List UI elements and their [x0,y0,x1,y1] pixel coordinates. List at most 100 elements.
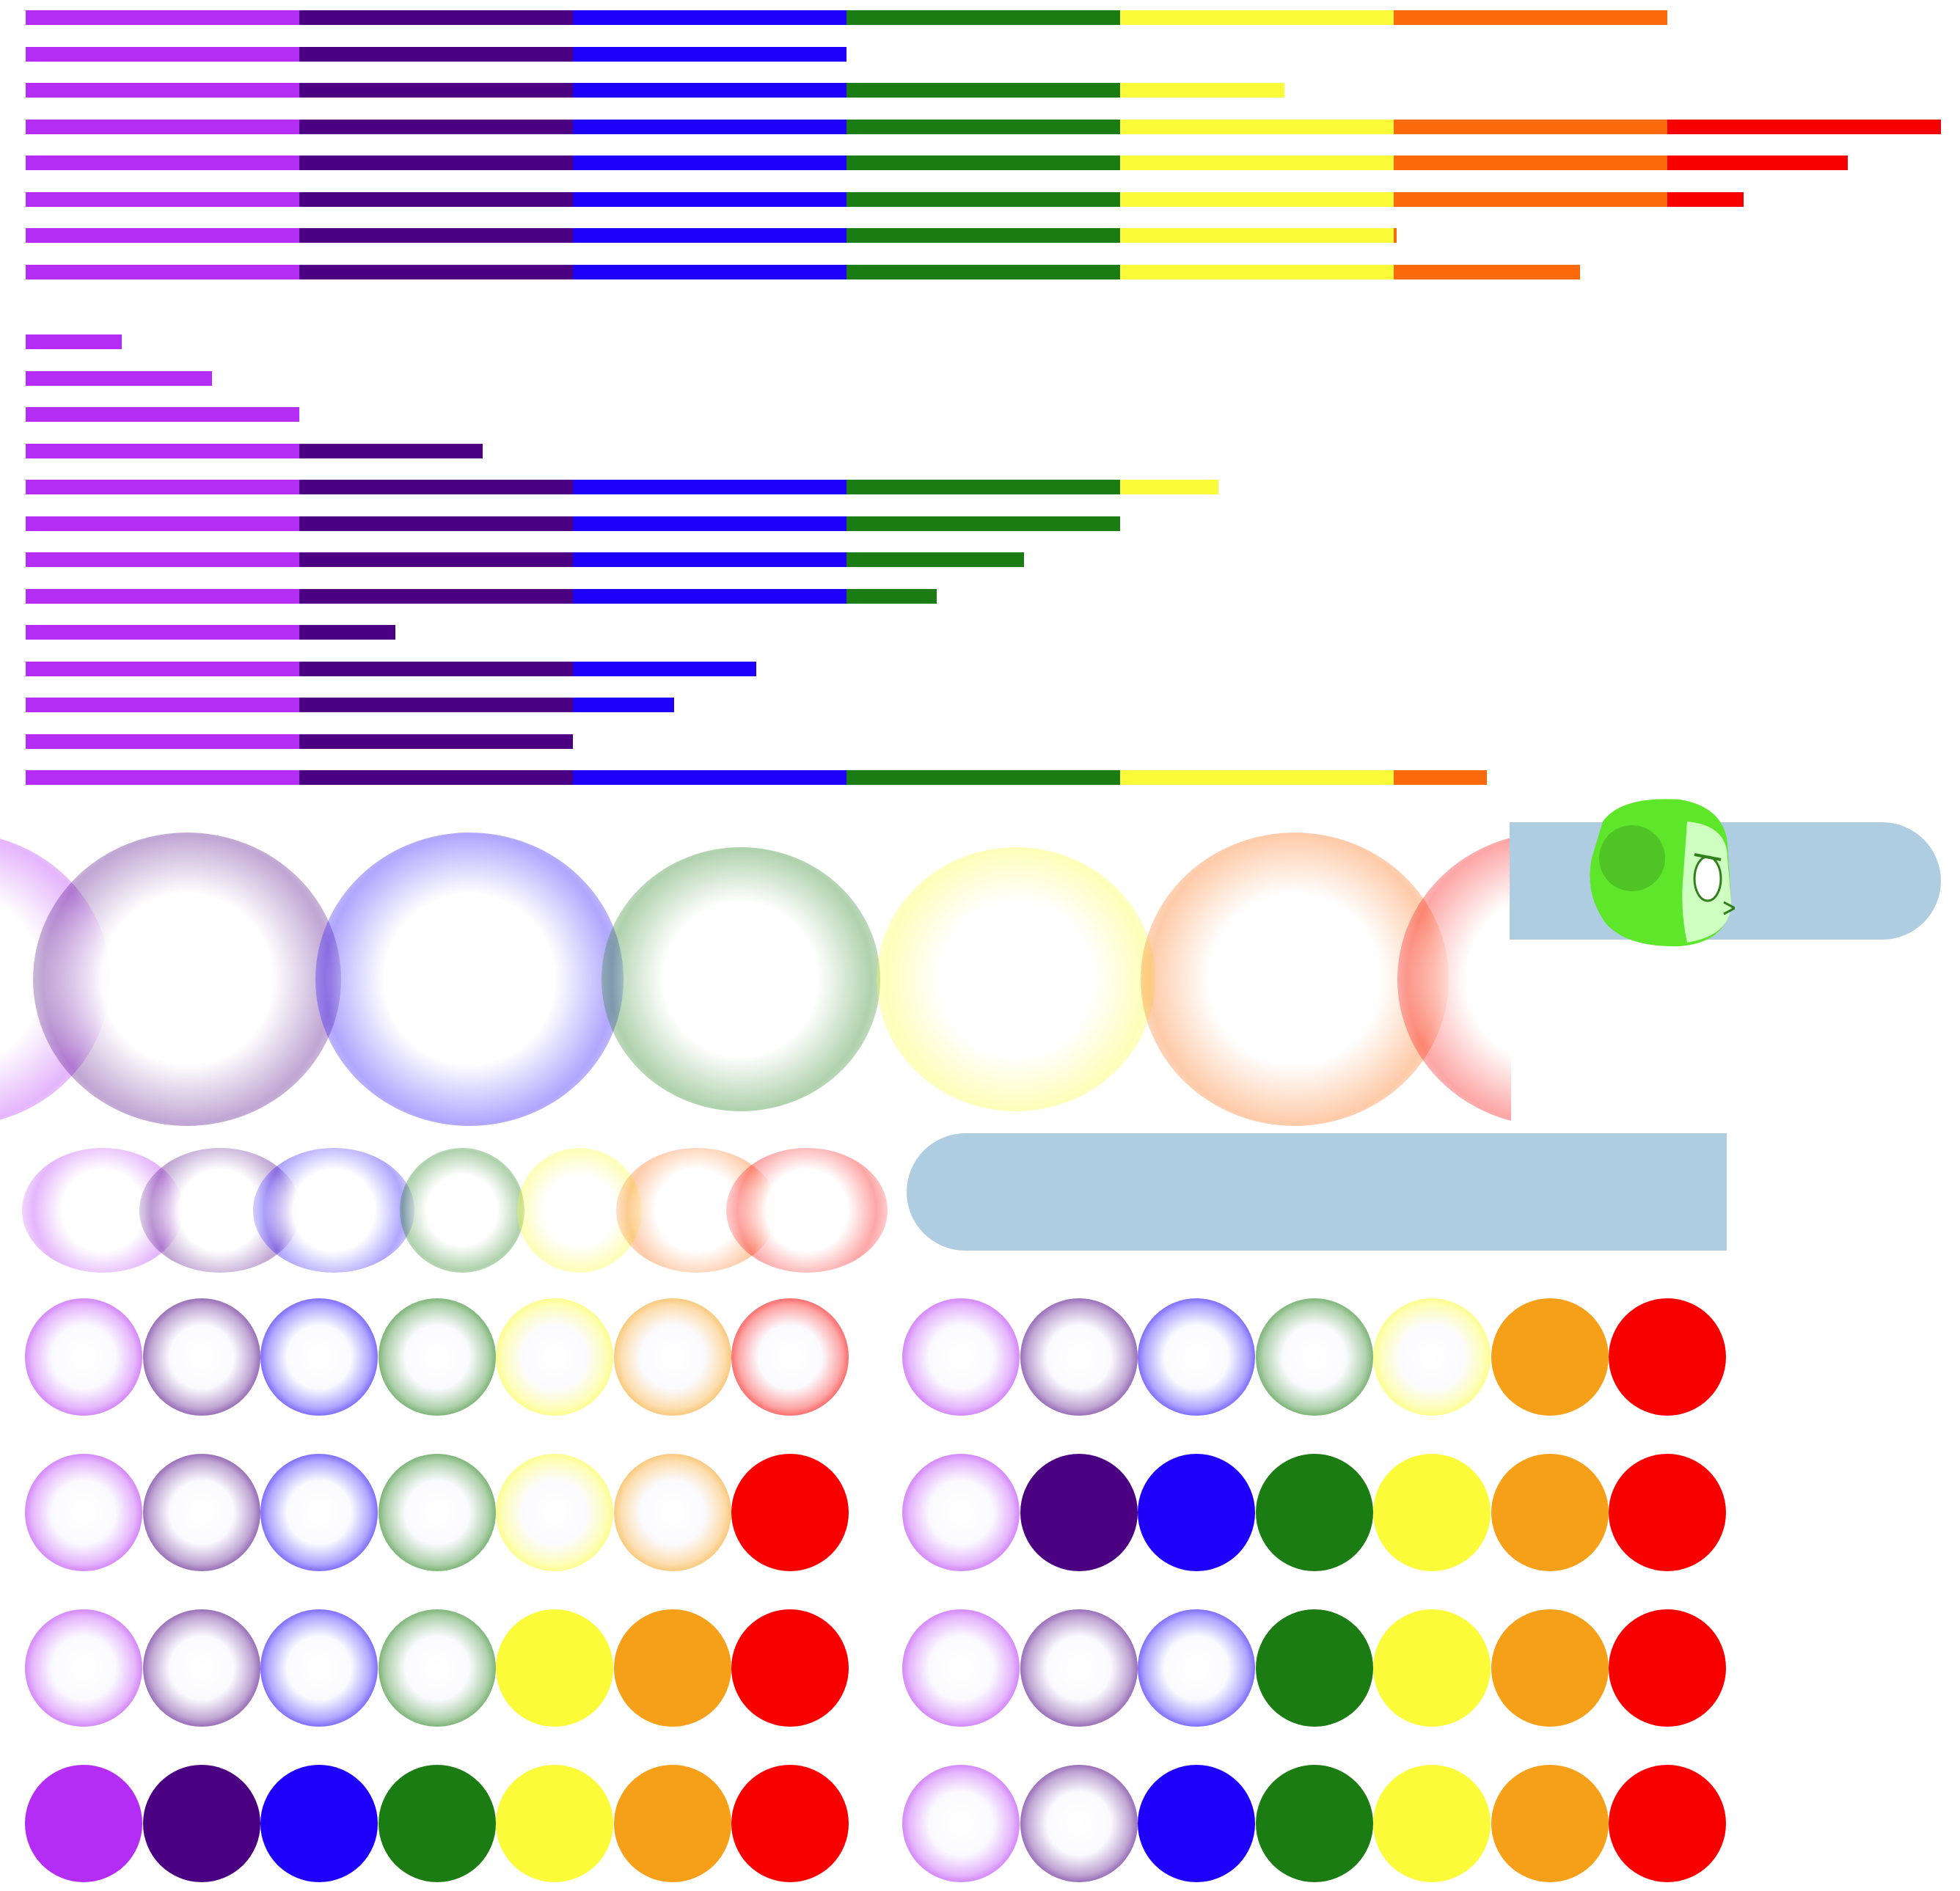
glow-yellow [877,847,1155,1111]
bar-segment-yellow [1120,83,1284,98]
bar-segment-orange [1394,770,1487,785]
bar-segment-blue [573,661,756,676]
orb-purple [25,1454,142,1571]
bar-segment-green [846,191,1120,207]
bar-segment-indigo [299,119,573,134]
bar-segment-yellow [1120,480,1219,494]
bar-row [26,156,1849,170]
bar-segment-blue [573,156,846,170]
glow-red [1397,833,1511,1126]
bar-row [26,46,846,62]
small-glow-row [0,1144,910,1276]
bar-row [26,228,1397,243]
bar-segment-indigo [299,734,573,749]
bar-segment-green [846,119,1120,134]
orb-blue [260,1765,378,1882]
bar-row [26,734,573,749]
orb-purple [902,1298,1020,1416]
bar-segment-purple [26,734,299,749]
orb-yellow [496,1609,613,1727]
orb-purple [902,1454,1020,1571]
orb-grid-right [902,1298,1738,1885]
bar-segment-yellow [1120,156,1394,170]
bar-segment-blue [573,264,846,279]
bar-segment-blue [573,228,846,243]
bar-row [26,698,674,712]
orb-purple [25,1765,142,1882]
glow-green [601,847,880,1111]
orb-orange_orb [1491,1298,1609,1416]
bar-segment-green [846,552,1025,567]
orb-grid-left [25,1298,861,1885]
green-character-head-icon [1577,792,1738,950]
orb-yellow [1373,1765,1491,1882]
bar-segment-indigo [299,46,573,62]
bar-segment-indigo [299,83,573,98]
orb-purple [902,1765,1020,1882]
bar-segment-blue [573,516,846,531]
orb-orange_orb [1491,1765,1609,1882]
orb-blue [1138,1454,1255,1571]
orb-blue [1138,1298,1255,1416]
glow-blue [315,833,624,1126]
orb-indigo [1020,1765,1138,1882]
orb-indigo [142,1298,260,1416]
bar-segment-yellow [1120,119,1394,134]
bar-segment-yellow [1120,191,1394,207]
orb-indigo [1020,1454,1138,1571]
bar-segment-indigo [299,698,573,712]
bar-segment-purple [26,264,299,279]
bar-segment-indigo [299,516,573,531]
bar-segment-red [1667,191,1744,207]
bar-segment-green [846,156,1120,170]
small-glow-blue [253,1148,414,1273]
bar-segment-yellow [1120,770,1394,785]
orb-indigo [1020,1609,1138,1727]
bar-segment-green [846,10,1120,25]
orb-green [1255,1609,1373,1727]
bar-segment-purple [26,191,299,207]
bar-segment-orange [1394,228,1397,243]
orb-red [731,1609,849,1727]
bar-segment-purple [26,228,299,243]
orb-indigo [142,1609,260,1727]
bar-segment-purple [26,552,299,567]
bar-segment-purple [26,516,299,531]
bar-segment-purple [26,10,299,25]
bar-segment-indigo [299,156,573,170]
orb-purple [902,1609,1020,1727]
bar-segment-orange [1394,264,1580,279]
bar-segment-purple [26,661,299,676]
orb-green [378,1298,496,1416]
bar-segment-green [846,770,1120,785]
orb-red [1609,1454,1726,1571]
orb-orange_orb [613,1454,731,1571]
bar-row [26,119,1941,134]
orb-red [731,1765,849,1882]
bar-segment-purple [26,770,299,785]
bar-segment-indigo [299,264,573,279]
orb-red [731,1298,849,1416]
bar-segment-purple [26,698,299,712]
bar-segment-purple [26,119,299,134]
bar-segment-green [846,588,937,604]
bar-segment-orange [1394,10,1667,25]
bar-segment-yellow [1120,228,1394,243]
orb-green [1255,1454,1373,1571]
bar-segment-indigo [299,228,573,243]
bar-segment-indigo [299,588,573,604]
bar-row [26,264,1580,279]
small-glow-red [726,1148,888,1273]
orb-orange_orb [1491,1454,1609,1571]
orb-green [1255,1765,1373,1882]
bar-segment-green [846,264,1120,279]
bar-segment-purple [26,334,122,349]
orb-red [1609,1609,1726,1727]
orb-indigo [1020,1298,1138,1416]
bar-segment-indigo [299,770,573,785]
bar-segment-blue [573,46,846,62]
orb-blue [260,1454,378,1571]
orb-orange_orb [1491,1609,1609,1727]
bar-segment-red [1667,156,1849,170]
bar-row [26,407,299,422]
